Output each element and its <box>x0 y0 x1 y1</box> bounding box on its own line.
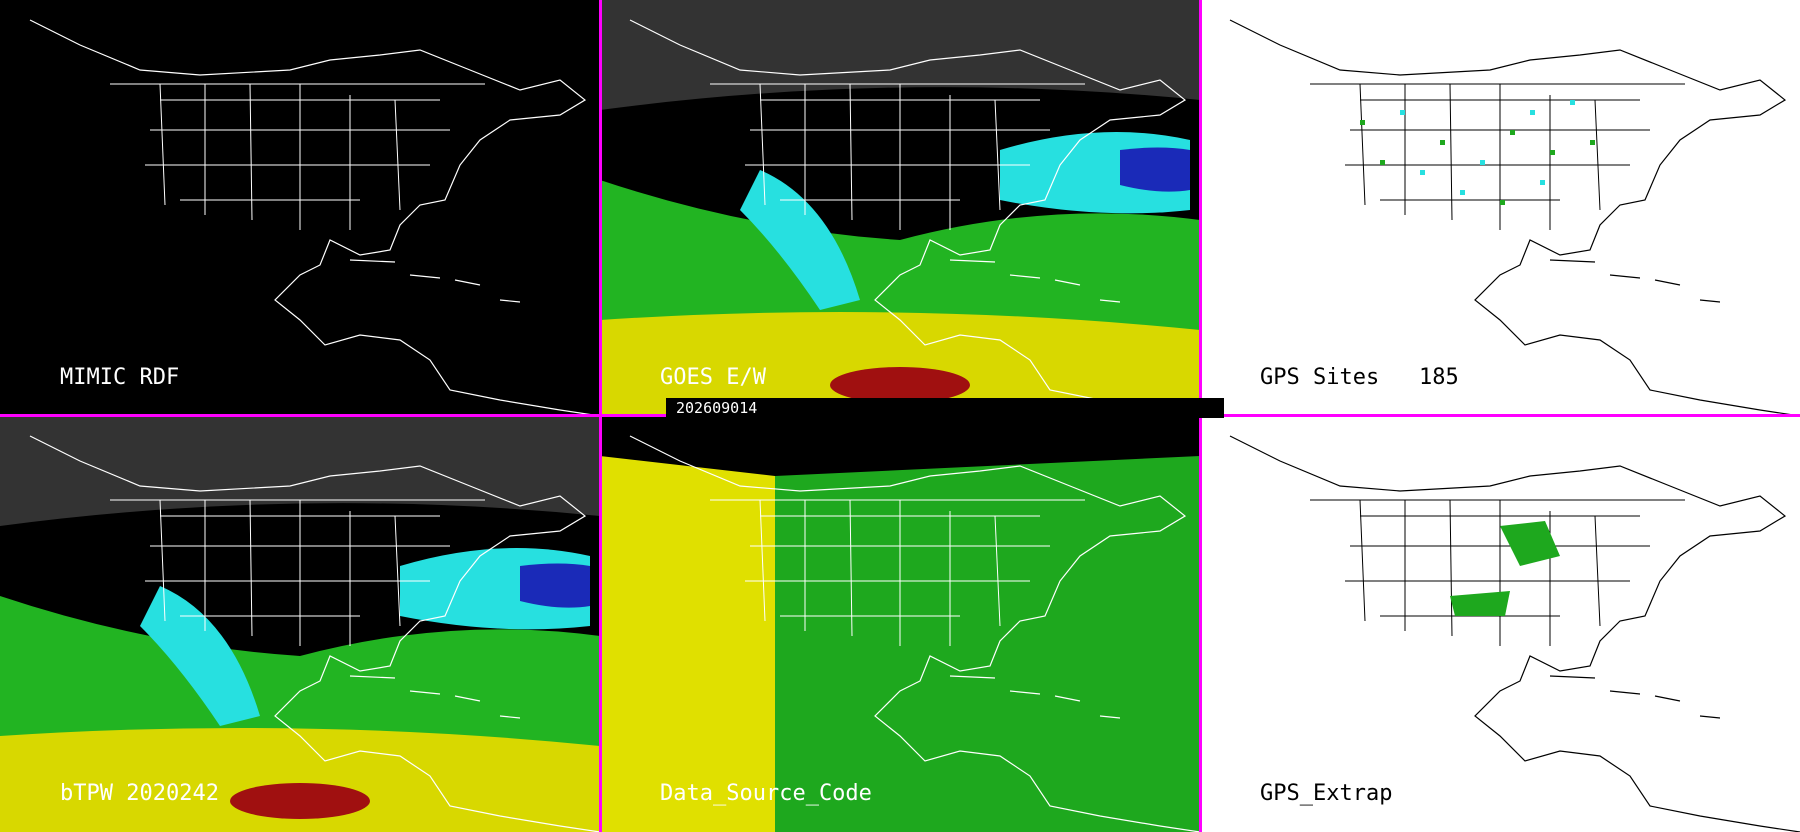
caribbean-islands <box>949 675 1121 719</box>
tpw-max-core <box>1120 147 1190 192</box>
coastline <box>629 435 1200 832</box>
state-borders <box>110 83 485 230</box>
panel-mimic-rdf: MIMIC RDF <box>0 0 600 416</box>
state-borders <box>1310 499 1685 646</box>
coastline <box>1229 19 1800 416</box>
caribbean-islands <box>949 259 1121 303</box>
cloud-mask-north <box>600 0 1200 110</box>
gps-sites-title: GPS Sites <box>1260 365 1380 390</box>
coastline <box>29 435 600 832</box>
state-borders <box>110 499 485 646</box>
panel-gps-sites: GPS Sites 185 <box>1200 0 1800 416</box>
panel-label-mimic-rdf: MIMIC RDF <box>60 365 180 390</box>
gps-site-marker <box>1590 140 1595 145</box>
state-borders <box>710 83 1085 230</box>
gps-sites-count: 185 <box>1418 365 1459 390</box>
caribbean-islands <box>349 259 521 303</box>
timestamp-bar: 202609014 <box>666 398 1224 418</box>
tpw-mid-band <box>0 596 600 746</box>
panel-label-btpw: bTPW 2020242 <box>60 781 219 806</box>
tpw-high-plume <box>140 586 260 726</box>
caribbean-islands <box>1549 259 1721 303</box>
panel-goes: GOES E/W <box>600 0 1200 416</box>
gps-site-marker <box>1510 130 1515 135</box>
map-goes <box>600 0 1200 416</box>
gps-site-marker <box>1530 110 1535 115</box>
tpw-mid-band <box>600 180 1200 330</box>
tpw-high-plume <box>740 170 860 310</box>
gps-site-marker <box>1550 150 1555 155</box>
panel-label-gps-extrap: GPS_Extrap <box>1260 781 1393 806</box>
panel-data-source-code: Data_Source_Code <box>600 416 1200 832</box>
gps-site-marker <box>1460 190 1465 195</box>
map-gps-extrap <box>1229 435 1800 832</box>
map-gps-sites <box>1229 19 1800 416</box>
gps-site-marker <box>1440 140 1445 145</box>
state-borders <box>710 499 1085 646</box>
gps-site-marker <box>1380 160 1385 165</box>
cloud-mask-north <box>0 416 600 526</box>
gps-site-marker <box>1570 100 1575 105</box>
state-borders <box>1310 83 1685 230</box>
gps-site-marker <box>1420 170 1425 175</box>
tpw-max-core <box>520 563 590 608</box>
coastline <box>1229 435 1800 832</box>
map-mimic-rdf <box>29 19 600 416</box>
gps-site-marker <box>1480 160 1485 165</box>
gps-extrap-region-lakes <box>1500 521 1560 566</box>
coastline <box>629 19 1200 416</box>
caribbean-islands <box>349 675 521 719</box>
panel-gps-extrap: GPS_Extrap <box>1200 416 1800 832</box>
gps-site-marker <box>1540 180 1545 185</box>
panel-btpw: bTPW 2020242 <box>0 416 600 832</box>
source-nodata-north <box>600 416 1200 476</box>
gps-site-marker <box>1400 110 1405 115</box>
panel-label-goes: GOES E/W <box>660 365 766 390</box>
map-data-source-code <box>600 416 1200 832</box>
source-yellow-field <box>600 416 775 832</box>
tpw-dry-patch <box>230 783 370 819</box>
map-btpw <box>0 416 600 832</box>
caribbean-islands <box>1549 675 1721 719</box>
coastline <box>29 19 600 416</box>
gps-extrap-region-gulf <box>1450 591 1510 616</box>
gps-site-marker <box>1500 200 1505 205</box>
tpw-dry-patch <box>830 367 970 403</box>
gps-site-marker <box>1360 120 1365 125</box>
panel-label-data-source-code: Data_Source_Code <box>660 781 872 806</box>
panel-label-gps-sites: GPS Sites 185 <box>1260 365 1459 390</box>
